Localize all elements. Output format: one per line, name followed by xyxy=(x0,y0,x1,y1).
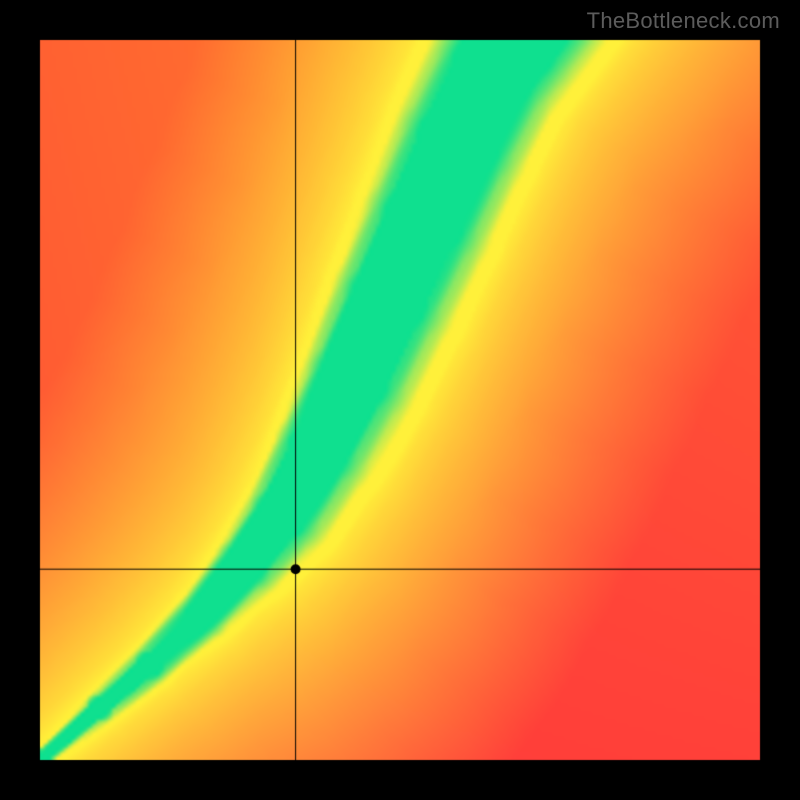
watermark-label: TheBottleneck.com xyxy=(587,8,780,34)
bottleneck-heatmap xyxy=(0,0,800,800)
